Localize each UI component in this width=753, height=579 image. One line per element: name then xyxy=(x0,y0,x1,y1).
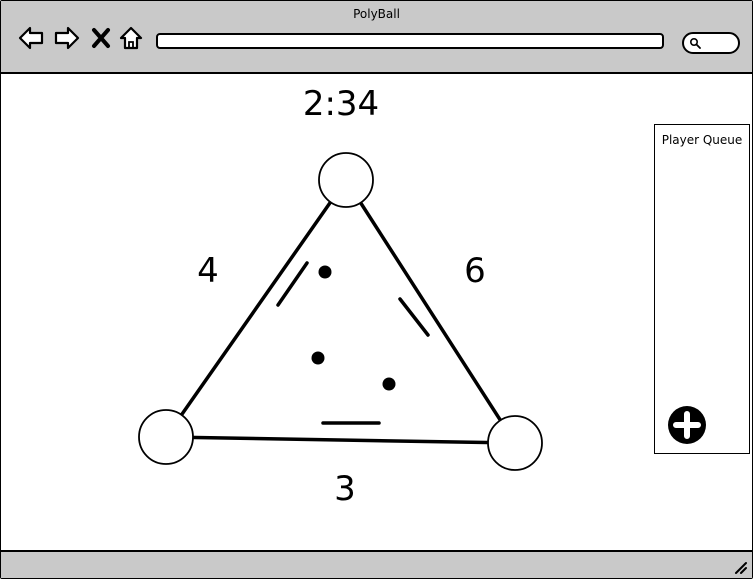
stop-button[interactable] xyxy=(91,25,111,51)
game-timer: 2:34 xyxy=(302,84,380,124)
home-button[interactable] xyxy=(119,25,143,51)
back-button[interactable] xyxy=(18,25,44,51)
add-player-button[interactable] xyxy=(667,405,707,445)
window-title: PolyBall xyxy=(353,7,400,21)
close-icon xyxy=(92,28,110,48)
home-icon xyxy=(119,26,143,50)
browser-toolbar: PolyBall xyxy=(1,1,752,74)
score-right: 6 xyxy=(464,251,486,291)
player-queue-panel: Player Queue xyxy=(654,124,750,454)
address-bar[interactable] xyxy=(156,33,664,49)
game-content-area xyxy=(1,74,752,550)
search-icon xyxy=(689,37,701,49)
resize-grip-icon[interactable] xyxy=(732,560,748,574)
forward-button[interactable] xyxy=(54,25,80,51)
arrow-right-icon xyxy=(54,26,80,50)
arrow-left-icon xyxy=(18,26,44,50)
status-bar xyxy=(1,550,752,578)
score-left: 4 xyxy=(197,251,219,291)
player-queue-title: Player Queue xyxy=(661,133,743,147)
plus-circle-icon xyxy=(668,406,706,444)
search-box[interactable] xyxy=(682,32,740,54)
score-bottom: 3 xyxy=(334,469,356,509)
